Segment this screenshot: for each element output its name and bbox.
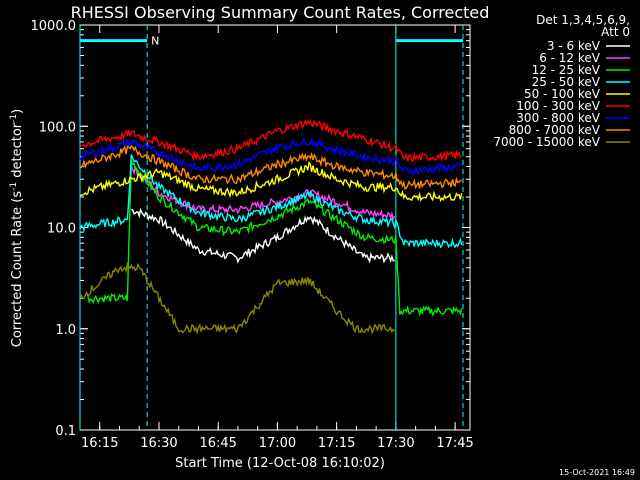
x-tick-label: 17:00 [259, 436, 296, 451]
series-line [79, 262, 396, 335]
plot-frame [79, 24, 471, 431]
x-tick-label: 16:30 [140, 436, 177, 451]
legend-label: 3 - 6 keV [547, 39, 601, 53]
legend-label: 12 - 25 keV [532, 63, 601, 77]
legend-label: 100 - 300 keV [516, 99, 600, 113]
vertical-markers [79, 25, 464, 430]
chart-title: RHESSI Observing Summary Count Rates, Co… [71, 3, 490, 22]
x-tick-label: 17:30 [377, 436, 414, 451]
x-tick-label: 16:15 [81, 436, 118, 451]
y-tick-labels: 1000.0 100.0 10.0 1.0 0.1 [31, 19, 77, 439]
x-tick-label: 17:15 [318, 436, 355, 451]
legend-label: 6 - 12 keV [539, 51, 601, 65]
y-tick-label: 1.0 [55, 323, 76, 338]
axis-ticks [80, 24, 470, 431]
legend-label: 50 - 100 keV [524, 87, 601, 101]
series-line [79, 136, 463, 177]
legend-header: Att 0 [601, 25, 630, 39]
x-tick-label: 16:45 [199, 436, 236, 451]
x-tick-label: 17:45 [436, 436, 473, 451]
series-layer [79, 118, 463, 335]
legend-label: 25 - 50 keV [532, 75, 601, 89]
y-tick-label: 0.1 [55, 424, 76, 439]
y-tick-label: 1000.0 [31, 19, 77, 34]
series-line [79, 161, 463, 203]
flag-bars: N [80, 35, 463, 48]
x-tick-labels: 16:15 16:30 16:45 17:00 17:15 17:30 17:45 [81, 436, 474, 451]
series-line [87, 160, 463, 317]
legend-label: 800 - 7000 keV [509, 123, 601, 137]
y-tick-label: 100.0 [39, 120, 76, 135]
series-line [79, 145, 462, 190]
series-line [79, 154, 463, 249]
x-axis-label: Start Time (12-Oct-08 16:10:02) [175, 456, 385, 471]
y-axis-label: Corrected Count Rate (s-1 detector-1) [9, 109, 25, 347]
flag-label: N [151, 35, 159, 48]
series-line [79, 118, 462, 163]
series-line [131, 207, 395, 264]
y-tick-label: 10.0 [47, 222, 76, 237]
legend-label: 7000 - 15000 keV [493, 135, 600, 149]
footer-timestamp: 15-Oct-2021 16:49 [559, 468, 635, 477]
legend-label: 300 - 800 keV [516, 111, 600, 125]
legend-header: Det 1,3,4,5,6,9, [536, 13, 630, 27]
